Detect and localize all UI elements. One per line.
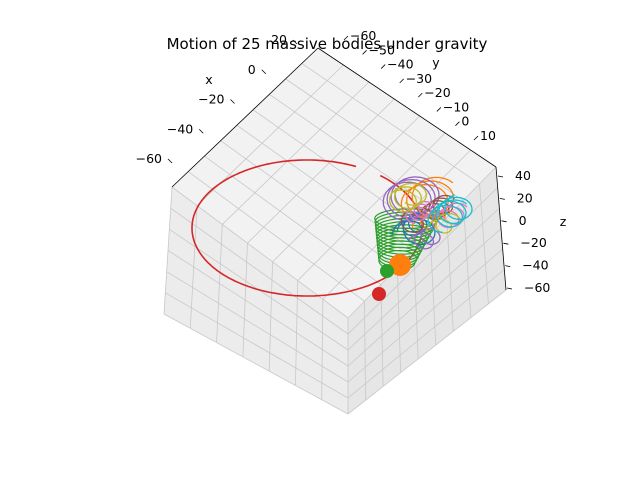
- grid-line: [269, 94, 447, 218]
- z-axis-tick-label: 20: [517, 190, 533, 205]
- grid-line: [170, 207, 349, 335]
- x-axis-tick: [230, 99, 235, 104]
- body-marker: [372, 287, 386, 301]
- trajectory-green-helix: [374, 208, 440, 271]
- grid-line: [236, 124, 415, 252]
- z-axis-tick-label: 40: [515, 168, 531, 183]
- z-axis-tick: [499, 198, 505, 200]
- y-axis-tick-label: −40: [387, 57, 413, 72]
- grid-line: [166, 271, 349, 383]
- y-axis-tick: [362, 50, 367, 55]
- z-axis-tick: [505, 265, 511, 267]
- tick-labels: 200−20−40−60−60−50−40−30−20−1001040200−2…: [136, 28, 551, 295]
- y-axis-tick-label: 0: [461, 114, 469, 129]
- trajectory-loop: [427, 199, 467, 233]
- y-axis-tick: [380, 64, 386, 69]
- pane-top: [172, 48, 496, 318]
- grid-line: [322, 149, 471, 300]
- x-axis-tick: [261, 69, 267, 75]
- x-axis-tick-label: 0: [248, 62, 256, 77]
- trajectory-loop: [400, 176, 455, 219]
- x-axis-tick-label: 20: [271, 32, 287, 47]
- y-axis-tick: [473, 135, 479, 141]
- z-axis-tick: [503, 242, 509, 245]
- grid-line: [204, 155, 382, 285]
- y-axis-tick: [343, 35, 349, 41]
- x-axis-tick-label: −40: [167, 121, 193, 136]
- trajectory-loop: [431, 202, 468, 229]
- z-axis-tick-label: −40: [522, 258, 548, 273]
- grid-line: [272, 115, 420, 263]
- grid-line: [252, 109, 431, 235]
- grid-line: [347, 187, 498, 335]
- grid-line: [187, 171, 365, 302]
- x-axis-tick: [198, 128, 204, 134]
- pane-right: [348, 167, 506, 414]
- y-axis-tick-label: −50: [369, 42, 395, 57]
- z-axis-tick: [497, 175, 504, 178]
- y-axis-tick: [399, 78, 404, 84]
- y-axis-tick-label: −30: [406, 71, 432, 86]
- grid-line: [220, 140, 398, 268]
- x-axis-tick-label: −20: [198, 92, 224, 107]
- trajectory-loop: [382, 176, 440, 221]
- y-axis-tick: [436, 107, 442, 112]
- trajectories: [191, 159, 473, 297]
- x-axis-tick: [167, 158, 173, 164]
- grid-line: [222, 81, 370, 225]
- grid-line: [301, 63, 480, 185]
- body-marker: [380, 264, 394, 278]
- grid-edge: [347, 289, 507, 415]
- pane-left: [164, 187, 348, 414]
- grid-line: [347, 207, 500, 351]
- z-axis-tick: [501, 220, 507, 223]
- x-axis-tick-label: −60: [136, 151, 162, 166]
- grid-line: [247, 98, 395, 244]
- grid-line: [347, 228, 502, 367]
- z-axis-tick: [506, 287, 513, 290]
- z-axis-label: z: [560, 214, 567, 229]
- y-axis-tick-label: −60: [350, 28, 376, 43]
- z-axis-tick-label: 0: [519, 213, 527, 228]
- x-axis-label: x: [205, 72, 212, 87]
- grid-line: [297, 132, 446, 281]
- grid-line: [347, 248, 503, 383]
- grid-edge: [163, 186, 173, 315]
- y-axis-label: y: [432, 55, 440, 70]
- grid-edge: [163, 313, 349, 415]
- chart-title: Motion of 25 massive bodies under gravit…: [167, 35, 488, 53]
- grid-line: [165, 292, 349, 399]
- grid-line: [167, 250, 349, 367]
- pane-edges: [171, 47, 507, 291]
- grid-line: [285, 78, 464, 201]
- trajectory-loop: [408, 228, 441, 250]
- y-axis-tick: [418, 92, 423, 98]
- y-axis-tick-label: 10: [480, 128, 496, 143]
- y-axis-tick: [455, 121, 460, 126]
- trajectory-loop: [388, 182, 427, 213]
- y-axis-tick-label: −10: [443, 99, 469, 114]
- z-axis-tick-label: −60: [524, 280, 550, 295]
- grid-line: [347, 269, 505, 399]
- tick-marks: [167, 35, 513, 290]
- y-axis-tick-label: −20: [424, 85, 450, 100]
- x-axis-tick: [292, 39, 298, 45]
- body-marker: [389, 254, 411, 276]
- z-axis-tick-label: −20: [520, 235, 546, 250]
- bodies: [372, 254, 411, 301]
